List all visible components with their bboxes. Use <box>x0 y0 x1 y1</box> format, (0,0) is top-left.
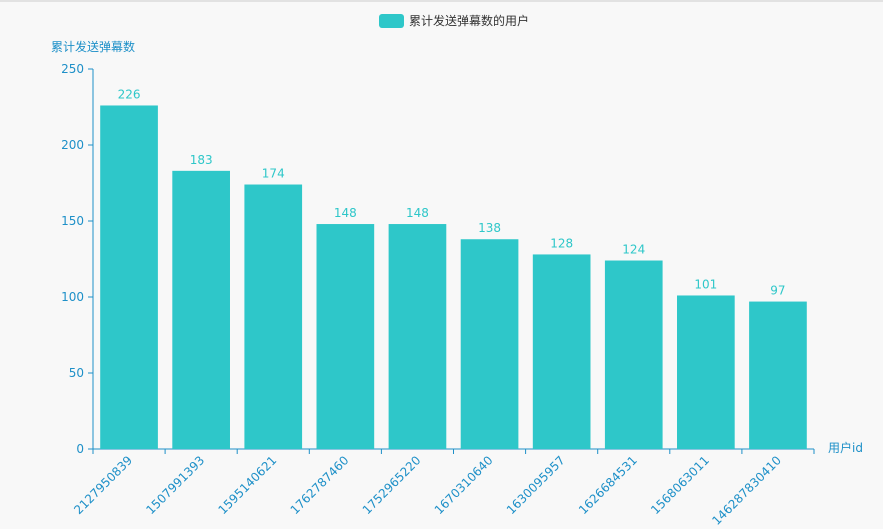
x-tick-label: 1670310640 <box>432 453 496 517</box>
data-label: 101 <box>694 277 717 291</box>
data-label: 97 <box>770 284 785 298</box>
data-label: 148 <box>334 206 357 220</box>
y-tick-label: 250 <box>61 62 84 76</box>
data-label: 183 <box>190 153 213 167</box>
legend-label[interactable]: 累计发送弹幕数的用户 <box>409 13 529 28</box>
data-labels: 226 183 174 148 148 138 128 124 101 97 <box>118 87 786 297</box>
data-label: 226 <box>118 87 141 101</box>
bar[interactable] <box>604 260 663 449</box>
legend[interactable]: 累计发送弹幕数的用户 <box>379 13 529 28</box>
bar-series <box>100 105 807 449</box>
bar[interactable] <box>749 301 807 449</box>
y-tick-label: 100 <box>61 290 84 304</box>
x-tick-label: 1762787460 <box>288 453 352 517</box>
y-axis-ticks: 0 50 100 150 200 250 <box>61 62 93 456</box>
x-tick-label: 2127950839 <box>71 453 135 517</box>
bar[interactable] <box>532 254 591 449</box>
x-tick-label: 1752965220 <box>360 453 424 517</box>
data-label: 128 <box>550 236 573 250</box>
y-tick-label: 150 <box>61 214 84 228</box>
x-tick-label: 1595140621 <box>215 453 279 517</box>
data-label: 138 <box>478 221 501 235</box>
x-tick-label: 1630095957 <box>504 453 568 517</box>
x-axis-ticks: 2127950839 1507991393 1595140621 1762787460… <box>71 449 815 528</box>
x-tick-label: 1507991393 <box>143 453 207 517</box>
y-tick-label: 50 <box>69 366 84 380</box>
y-tick-label: 0 <box>76 442 84 456</box>
y-tick-label: 200 <box>61 138 84 152</box>
bar[interactable] <box>244 184 303 449</box>
bar[interactable] <box>388 224 447 449</box>
legend-swatch[interactable] <box>379 14 404 28</box>
data-label: 148 <box>406 206 429 220</box>
data-label: 124 <box>622 243 645 257</box>
bar[interactable] <box>172 170 230 449</box>
bar[interactable] <box>677 295 735 449</box>
bar[interactable] <box>460 239 519 449</box>
x-tick-label: 1462878304​10 <box>709 453 784 525</box>
x-tick-label: 1568063011 <box>648 453 712 517</box>
x-tick-label: 1626684531 <box>576 453 640 517</box>
bar[interactable] <box>100 105 158 449</box>
data-label: 174 <box>262 167 285 181</box>
x-axis-title: 用户id <box>828 440 863 455</box>
bar[interactable] <box>316 224 375 449</box>
y-axis-title: 累计发送弹幕数 <box>51 39 135 54</box>
